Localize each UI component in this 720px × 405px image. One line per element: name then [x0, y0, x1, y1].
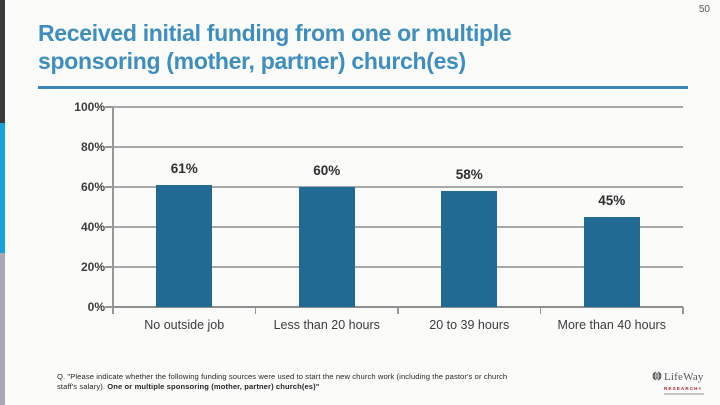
footnote-line2: staff's salary). One or multiple sponsor… — [57, 382, 320, 391]
bar — [441, 191, 498, 307]
logo-tagline — [664, 393, 704, 395]
lifeway-research-logo: LifeWay RESEARCH® — [652, 368, 712, 395]
category-label: More than 40 hours — [557, 318, 666, 332]
x-axis-tick — [397, 307, 399, 314]
logo-wordmark: LifeWay — [664, 370, 704, 383]
y-axis-tick — [105, 186, 113, 188]
title-underline — [38, 86, 688, 89]
category-label: No outside job — [144, 318, 225, 332]
bar-value-label: 58% — [455, 167, 483, 182]
edge-strip-gray — [0, 253, 5, 405]
bar-value-label: 45% — [598, 193, 626, 208]
edge-strip-dark — [0, 0, 5, 123]
y-axis-tick — [105, 306, 113, 308]
bar-value-label: 60% — [313, 163, 341, 178]
x-axis-tick — [112, 307, 114, 314]
y-axis-tick — [105, 146, 113, 148]
category-label: Less than 20 hours — [273, 318, 380, 332]
x-axis-tick — [254, 307, 257, 314]
page-number: 50 — [698, 4, 710, 15]
footnote: Q. "Please indicate whether the followin… — [57, 372, 617, 392]
y-axis-line — [112, 107, 114, 310]
y-axis-tick — [105, 226, 113, 228]
y-axis-label: 0% — [87, 300, 105, 314]
y-axis-label: 60% — [80, 180, 105, 194]
bar — [156, 185, 213, 307]
footnote-line1: Q. "Please indicate whether the followin… — [57, 372, 508, 381]
slide-title-line1: Received initial funding from one or mul… — [38, 20, 512, 46]
gridline — [113, 266, 683, 268]
bar — [583, 217, 640, 307]
slide-title: Received initial funding from one or mul… — [38, 19, 693, 75]
x-axis-tick — [539, 307, 542, 314]
y-axis-tick — [105, 106, 113, 108]
gridline — [113, 146, 683, 148]
y-axis-label: 40% — [80, 220, 105, 234]
gridline — [113, 226, 683, 228]
x-axis-tick — [682, 307, 684, 314]
y-axis-label: 20% — [80, 260, 105, 274]
y-axis-label: 80% — [80, 140, 105, 154]
category-label: 20 to 39 hours — [429, 318, 510, 332]
y-axis-label: 100% — [74, 100, 105, 114]
logo-research-label: RESEARCH® — [664, 385, 702, 391]
gridline — [113, 186, 683, 188]
bar-value-label: 61% — [170, 161, 198, 176]
y-axis-tick — [105, 266, 113, 268]
globe-icon — [652, 368, 662, 386]
gridline — [113, 106, 683, 108]
bar — [298, 187, 355, 307]
slide-title-line2: sponsoring (mother, partner) church(es) — [38, 48, 466, 74]
edge-strip-blue — [0, 123, 5, 253]
